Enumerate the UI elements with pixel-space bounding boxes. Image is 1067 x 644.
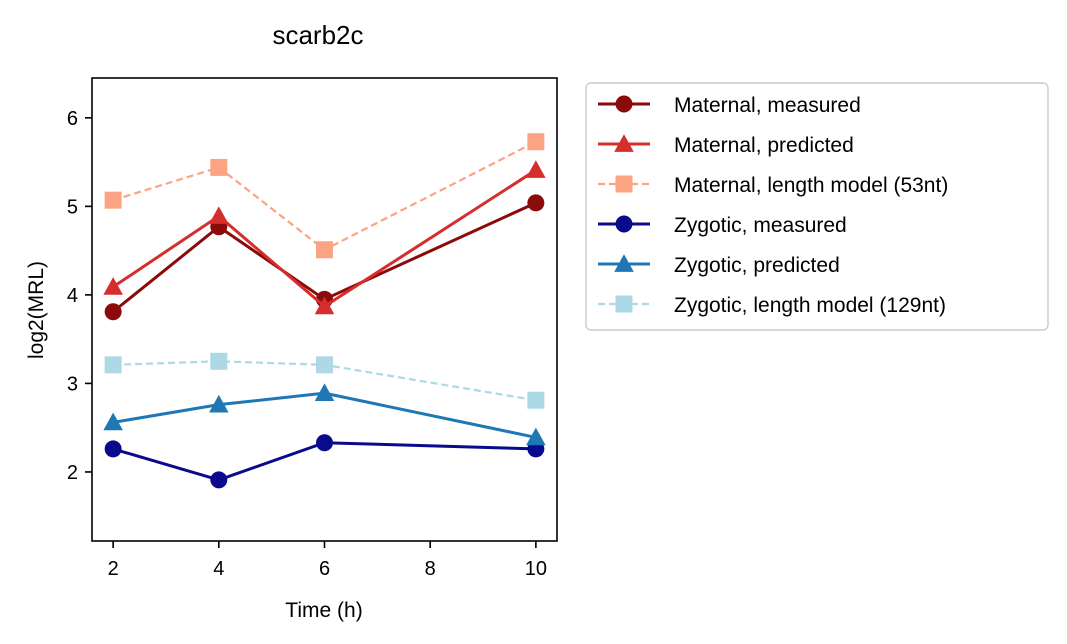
legend-item: Zygotic, length model (129nt) <box>598 294 946 317</box>
legend-marker <box>615 175 633 193</box>
data-point <box>527 133 545 151</box>
series-line <box>113 360 537 402</box>
series-4 <box>104 434 545 489</box>
series-layer <box>103 133 546 489</box>
y-tick-label: 2 <box>67 462 78 484</box>
data-point <box>527 194 545 212</box>
y-tick-label: 3 <box>67 373 78 395</box>
series-6 <box>104 352 545 409</box>
x-tick-label: 6 <box>319 558 330 580</box>
data-point <box>104 303 122 321</box>
legend-item: Maternal, length model (53nt) <box>598 174 948 197</box>
x-tick-label: 2 <box>108 558 119 580</box>
legend-frame <box>585 82 1049 331</box>
x-axis-label: Time (h) <box>285 599 362 622</box>
legend-marker <box>615 95 633 113</box>
data-point <box>103 277 123 295</box>
legend-marker <box>615 295 633 313</box>
series-3 <box>104 133 545 259</box>
x-tick-label: 10 <box>525 558 547 580</box>
legend: Maternal, measured Maternal, predicted Mat… <box>585 82 1049 331</box>
legend-item: Zygotic, predicted <box>598 254 840 277</box>
data-point <box>210 352 228 370</box>
legend-item: Maternal, measured <box>598 94 861 117</box>
data-point <box>527 391 545 409</box>
legend-item: Maternal, predicted <box>598 134 854 157</box>
data-point <box>210 471 228 489</box>
data-point <box>104 440 122 458</box>
series-2 <box>103 160 546 315</box>
y-axis-label: log2(MRL) <box>25 261 48 359</box>
legend-label: Zygotic, length model (129nt) <box>674 294 946 317</box>
data-point <box>314 296 335 315</box>
legend-label: Maternal, length model (53nt) <box>674 174 948 197</box>
data-point <box>526 427 546 446</box>
legend-marker <box>615 215 633 233</box>
series-line <box>112 441 536 482</box>
legend-label: Zygotic, measured <box>674 214 847 237</box>
data-point <box>209 394 229 413</box>
data-point <box>316 434 333 452</box>
series-line <box>112 391 537 439</box>
x-axis: 2 4 6 8 10 <box>108 541 547 580</box>
data-point <box>104 191 122 209</box>
x-tick-label: 4 <box>213 558 224 580</box>
y-tick-label: 4 <box>67 285 78 307</box>
data-point <box>314 383 335 401</box>
legend-marker <box>614 254 634 272</box>
series-line <box>112 140 537 252</box>
y-axis: 2 3 4 5 6 <box>67 108 92 484</box>
y-tick-label: 5 <box>67 196 78 218</box>
chart-title: scarb2c <box>272 20 363 50</box>
data-point <box>316 356 333 374</box>
legend-label: Zygotic, predicted <box>674 254 840 277</box>
data-point <box>316 241 333 259</box>
y-tick-label: 6 <box>67 108 78 130</box>
data-point <box>209 206 229 224</box>
legend-label: Maternal, measured <box>674 94 861 117</box>
series-5 <box>103 383 546 446</box>
series-line <box>112 168 537 309</box>
data-point <box>104 356 122 374</box>
legend-marker <box>614 134 634 152</box>
data-point <box>210 158 228 176</box>
legend-item: Zygotic, measured <box>598 214 847 237</box>
data-point <box>526 160 546 178</box>
legend-label: Maternal, predicted <box>674 134 854 157</box>
x-tick-label: 8 <box>425 558 436 580</box>
data-point <box>103 412 123 431</box>
